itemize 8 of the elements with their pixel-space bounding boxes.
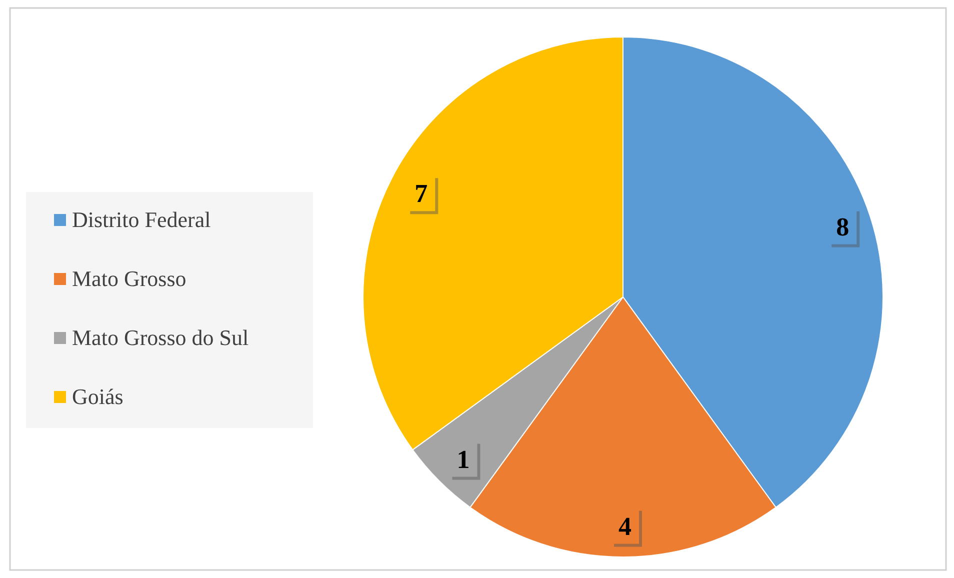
data-label: 8 <box>836 212 850 242</box>
data-label: 4 <box>618 512 632 541</box>
legend-label: Goiás <box>72 384 124 409</box>
legend-label: Mato Grosso <box>72 266 186 291</box>
legend-label: Mato Grosso do Sul <box>72 325 249 350</box>
data-label: 1 <box>456 444 470 474</box>
legend-label: Distrito Federal <box>72 207 211 232</box>
data-label: 7 <box>414 179 428 208</box>
